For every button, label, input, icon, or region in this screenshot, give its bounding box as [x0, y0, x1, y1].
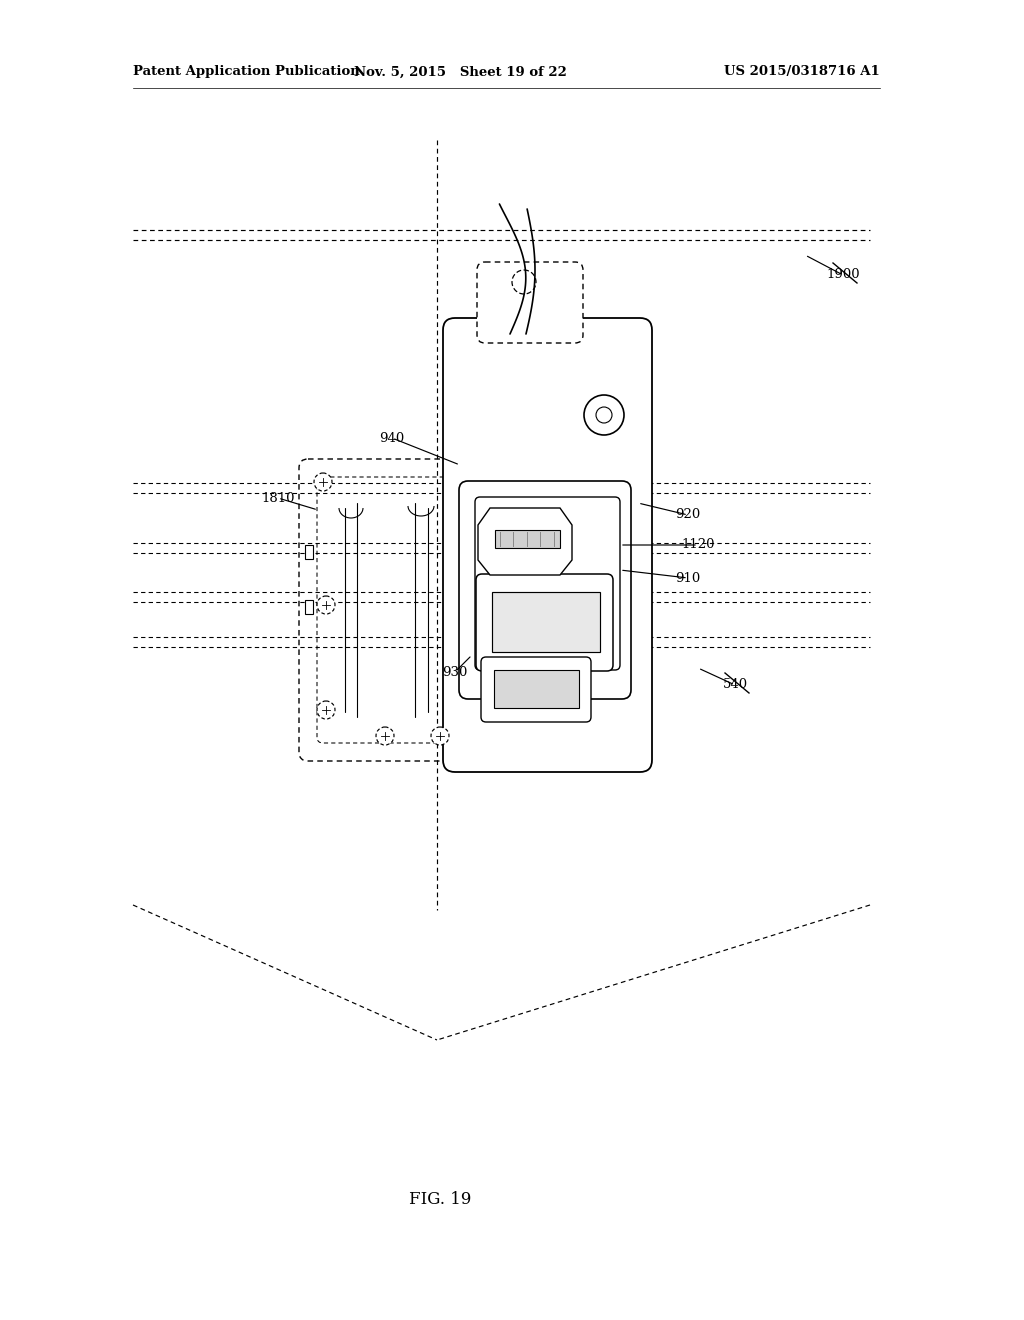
Text: 920: 920 — [676, 508, 700, 521]
Text: 540: 540 — [723, 678, 748, 692]
Text: 1120: 1120 — [681, 539, 715, 552]
Text: Patent Application Publication: Patent Application Publication — [133, 66, 359, 78]
Circle shape — [596, 407, 612, 422]
Text: 910: 910 — [676, 572, 700, 585]
Text: 1900: 1900 — [826, 268, 860, 281]
Text: 930: 930 — [442, 665, 468, 678]
Text: 1810: 1810 — [261, 491, 295, 504]
Bar — [305, 601, 313, 614]
Bar — [494, 671, 579, 708]
Bar — [492, 591, 600, 652]
FancyBboxPatch shape — [459, 480, 631, 700]
Text: US 2015/0318716 A1: US 2015/0318716 A1 — [724, 66, 880, 78]
Bar — [495, 531, 560, 548]
FancyBboxPatch shape — [443, 318, 652, 772]
Circle shape — [317, 701, 335, 719]
Text: 940: 940 — [379, 432, 404, 445]
Circle shape — [314, 473, 332, 491]
FancyBboxPatch shape — [476, 574, 613, 671]
Circle shape — [431, 727, 449, 744]
Circle shape — [317, 597, 335, 614]
FancyBboxPatch shape — [481, 657, 591, 722]
Text: FIG. 19: FIG. 19 — [409, 1192, 471, 1209]
Text: Nov. 5, 2015   Sheet 19 of 22: Nov. 5, 2015 Sheet 19 of 22 — [353, 66, 566, 78]
FancyBboxPatch shape — [477, 261, 583, 343]
Polygon shape — [478, 508, 572, 576]
Circle shape — [584, 395, 624, 436]
Circle shape — [512, 271, 536, 294]
Circle shape — [376, 727, 394, 744]
Bar — [305, 545, 313, 558]
